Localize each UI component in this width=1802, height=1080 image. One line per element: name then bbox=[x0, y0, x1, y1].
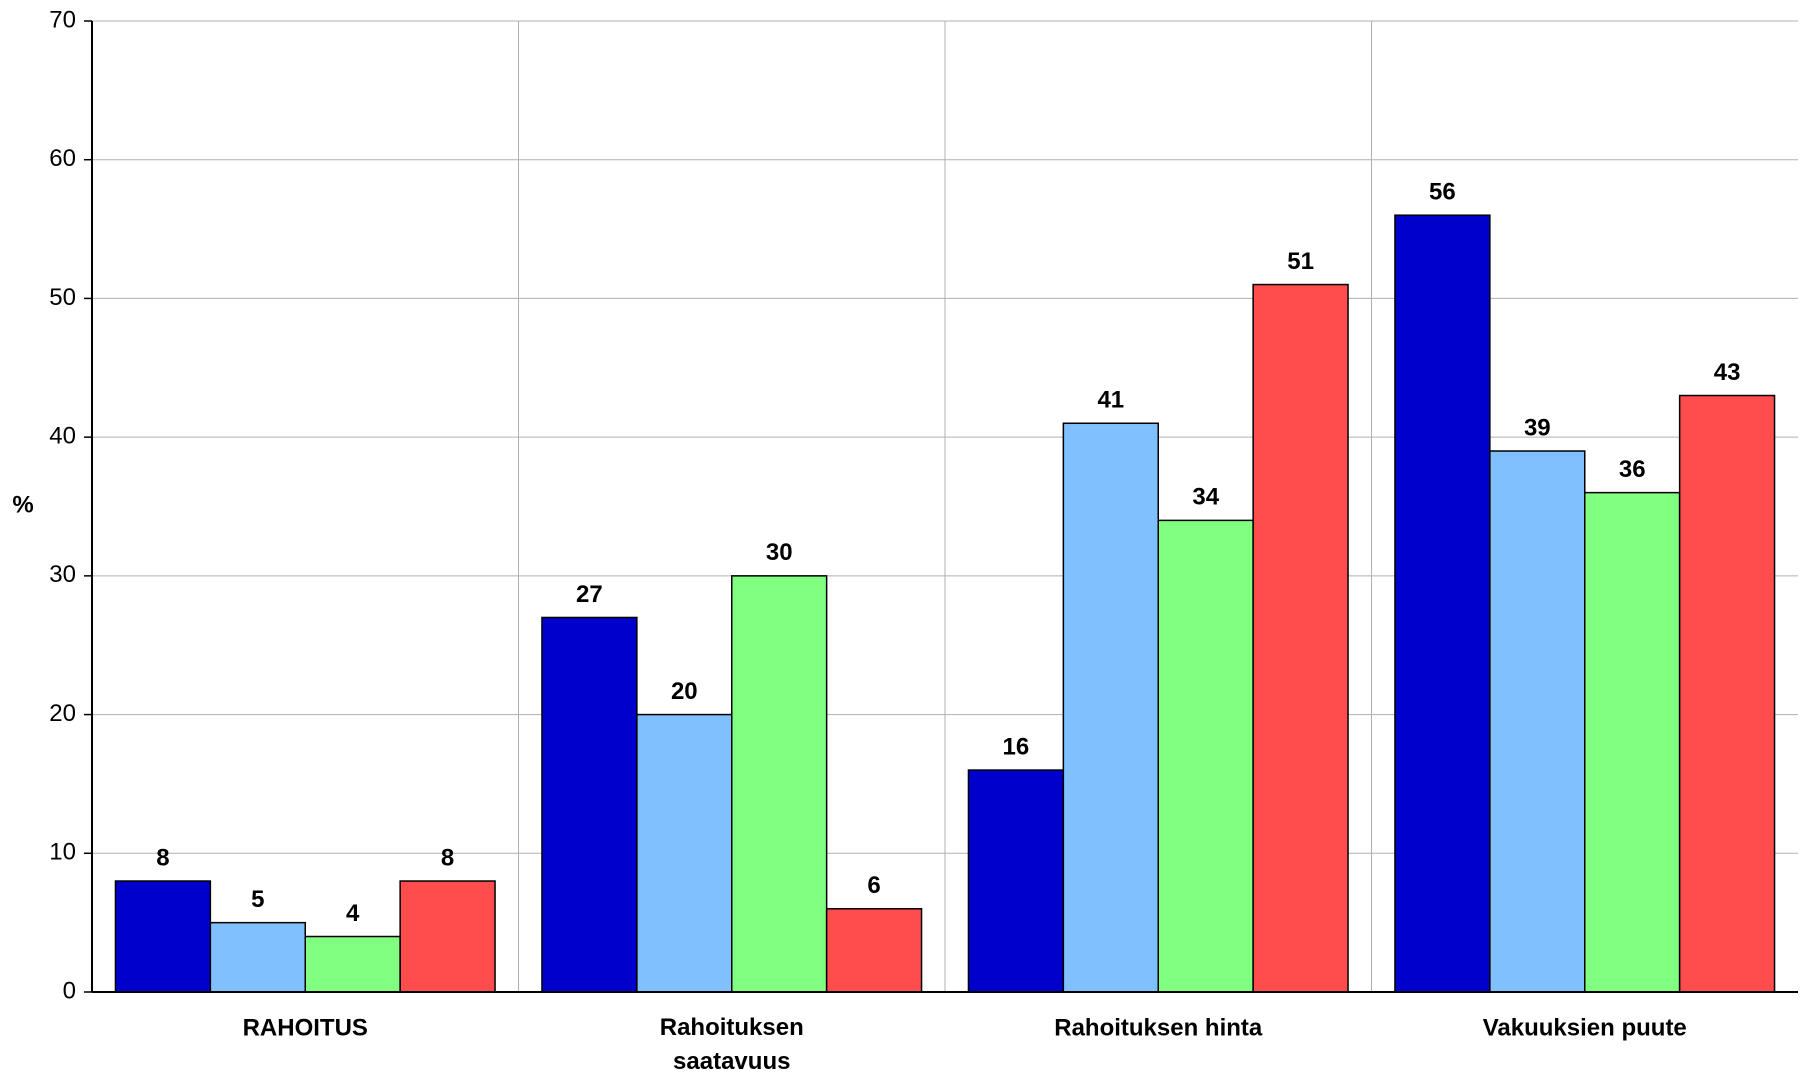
y-tick-label: 60 bbox=[49, 145, 76, 172]
value-label: 56 bbox=[1429, 179, 1456, 206]
x-tick-label: RAHOITUS bbox=[243, 1014, 368, 1041]
bar bbox=[1062, 422, 1160, 993]
bar bbox=[114, 880, 212, 993]
value-label: 27 bbox=[576, 581, 603, 608]
y-tick-label: 50 bbox=[49, 284, 76, 311]
y-tick-label: 0 bbox=[63, 977, 76, 1004]
value-label: 41 bbox=[1097, 387, 1124, 414]
x-tick-label: Rahoituksen saatavuus bbox=[660, 1014, 804, 1075]
x-tick-label: Vakuuksien puute bbox=[1483, 1014, 1687, 1041]
bar bbox=[1394, 214, 1491, 993]
bar bbox=[731, 575, 828, 993]
bar bbox=[209, 921, 306, 993]
value-label: 5 bbox=[251, 886, 264, 913]
bar bbox=[1252, 283, 1349, 993]
value-label: 16 bbox=[1003, 733, 1030, 760]
value-label: 30 bbox=[766, 539, 793, 566]
value-label: 36 bbox=[1619, 456, 1646, 483]
value-label: 20 bbox=[671, 678, 698, 705]
bar bbox=[1489, 450, 1586, 993]
value-label: 51 bbox=[1287, 248, 1314, 275]
x-tick-label: Rahoituksen hinta bbox=[1054, 1014, 1263, 1041]
bar bbox=[304, 935, 401, 993]
bar bbox=[825, 908, 923, 993]
bar bbox=[541, 616, 638, 993]
y-tick-label: 40 bbox=[49, 422, 76, 449]
y-tick-label: 30 bbox=[49, 561, 76, 588]
value-label: 6 bbox=[867, 872, 880, 899]
bar bbox=[1584, 491, 1681, 993]
x-tick-label-line: saatavuus bbox=[673, 1048, 790, 1075]
y-tick-label: 10 bbox=[49, 839, 76, 866]
bar bbox=[399, 880, 496, 993]
x-tick-label-line: Rahoituksen bbox=[660, 1014, 804, 1041]
value-label: 8 bbox=[441, 844, 454, 871]
bar bbox=[1157, 519, 1254, 993]
bar bbox=[1678, 394, 1776, 993]
value-label: 39 bbox=[1524, 414, 1551, 441]
value-label: 4 bbox=[346, 900, 360, 927]
y-tick-label: 20 bbox=[49, 700, 76, 727]
value-label: 8 bbox=[156, 844, 169, 871]
value-label: 34 bbox=[1192, 484, 1219, 511]
y-axis-label: % bbox=[12, 491, 33, 518]
y-tick-label: 70 bbox=[49, 6, 76, 33]
value-label: 43 bbox=[1714, 359, 1741, 386]
bar bbox=[636, 713, 733, 993]
bar bbox=[967, 769, 1065, 993]
